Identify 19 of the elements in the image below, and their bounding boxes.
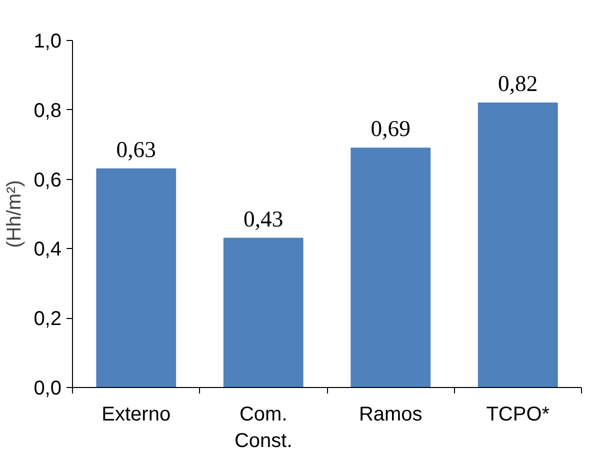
data-label: 0,63 <box>116 136 156 162</box>
y-tick-label: 0,6 <box>34 169 62 192</box>
bar <box>96 168 176 388</box>
bar <box>478 102 558 388</box>
bar <box>350 148 431 388</box>
y-tick-label: 0,0 <box>34 378 62 400</box>
x-tick-label: TCPO* <box>486 404 550 426</box>
y-tick-label: 0,8 <box>34 100 62 122</box>
data-label: 0,82 <box>498 70 538 96</box>
data-label: 0,69 <box>370 116 410 142</box>
x-tick-label: Ramos <box>358 404 422 426</box>
x-tick-label: Com. Const. <box>234 404 292 452</box>
data-label: 0,43 <box>244 206 284 232</box>
y-tick-label: 1,0 <box>34 30 62 52</box>
y-tick-label: 0,2 <box>34 308 62 330</box>
y-axis-title: (Hh/m²) <box>4 180 26 248</box>
y-tick-label: 0,4 <box>34 238 62 261</box>
x-tick-label: Externo <box>102 404 171 426</box>
bar <box>223 238 304 388</box>
